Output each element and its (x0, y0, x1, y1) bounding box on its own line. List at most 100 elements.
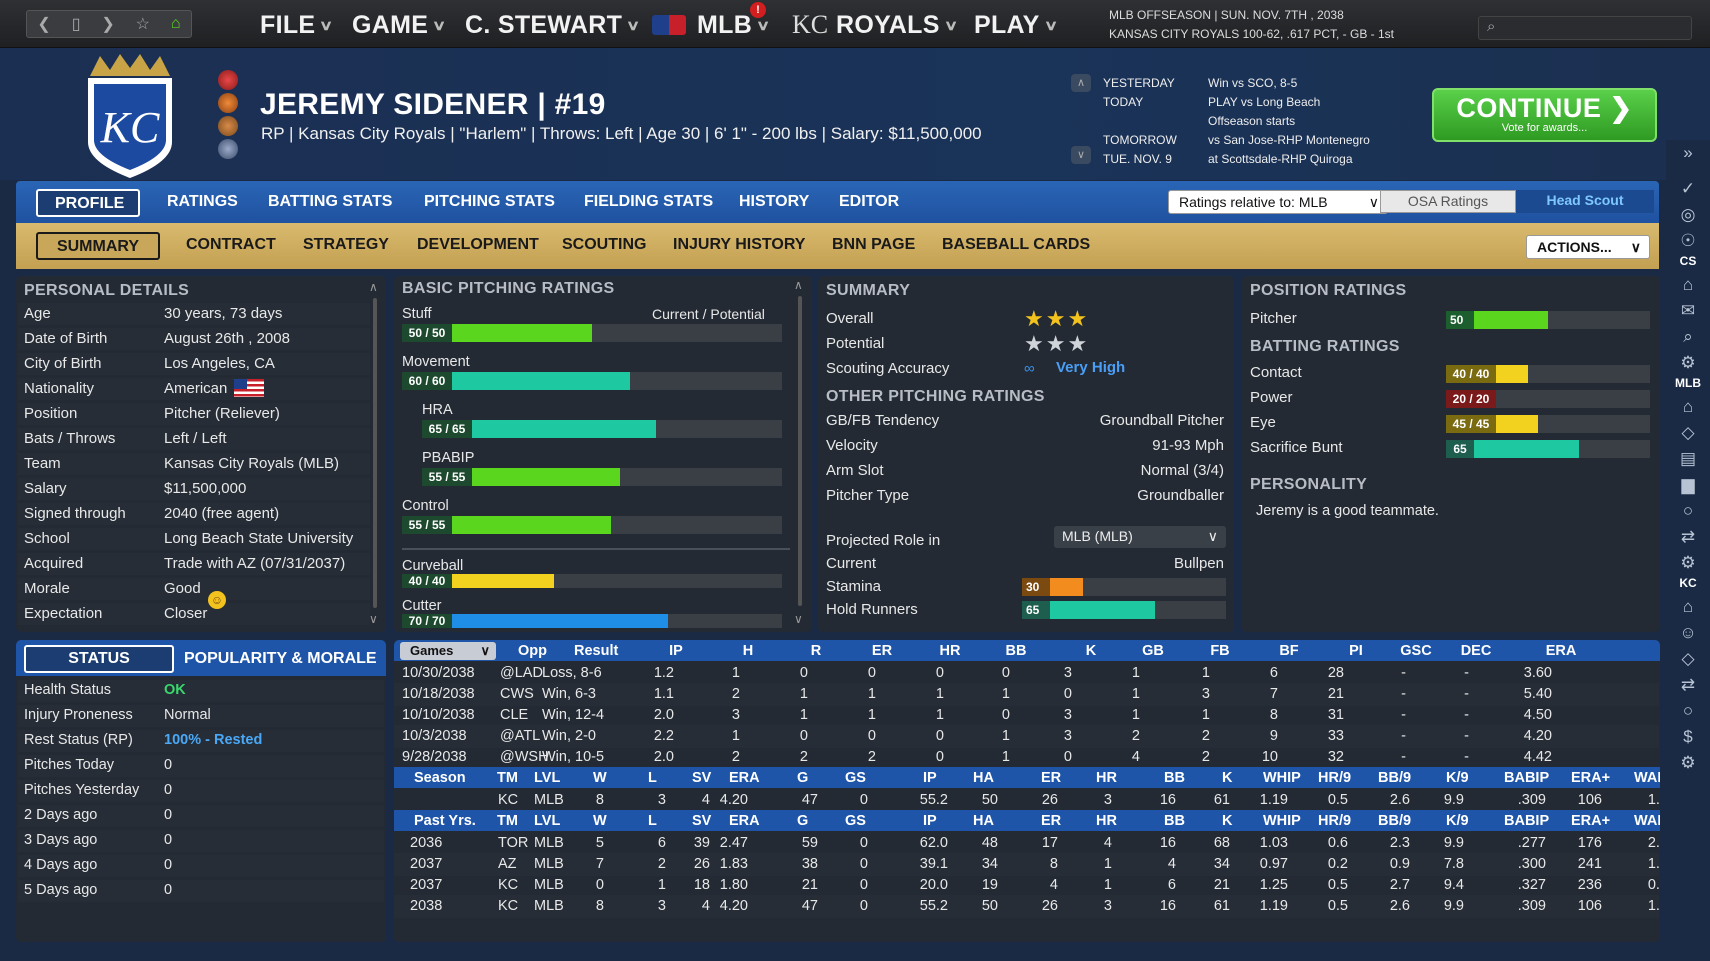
search-input[interactable]: ⌕ (1478, 16, 1692, 40)
tab-status[interactable]: STATUS (24, 645, 174, 673)
ratings-relative-select[interactable]: Ratings relative to: MLB ∨ (1168, 190, 1388, 214)
column-header[interactable]: HA (973, 770, 994, 786)
continue-button[interactable]: CONTINUE ❯ Vote for awards... (1432, 88, 1657, 142)
column-header[interactable]: TM (497, 813, 518, 829)
column-header[interactable]: WAR (1634, 770, 1660, 786)
column-header[interactable]: ERA (1545, 643, 1577, 659)
column-header[interactable]: R (810, 643, 822, 659)
column-header[interactable]: ERA (729, 813, 760, 829)
table-row[interactable]: 2037 AZ MLB 7 2 26 1.83 38 0 39.1 34 8 1 4 34 0.97 0.2 0.… (394, 853, 1660, 876)
tab-contract[interactable]: CONTRACT (186, 236, 276, 253)
column-header[interactable]: W (593, 813, 607, 829)
trade-icon[interactable]: ⇄ (1680, 527, 1696, 546)
games-select[interactable]: Games ∨ (400, 642, 496, 660)
forward-icon[interactable]: ❯ (101, 16, 115, 33)
scroll-up-icon[interactable]: ∧ (369, 280, 378, 294)
chart-icon[interactable]: ▆ (1681, 475, 1695, 494)
column-header[interactable]: K/9 (1446, 813, 1469, 829)
actions-button[interactable]: ACTIONS... ∨ (1526, 235, 1650, 259)
dollar-icon[interactable]: $ (1683, 727, 1693, 746)
table-row[interactable]: 10/10/2038 CLE Win, 12-4 2.0 3 1 1 1 0 3 1 1 8 31- -4.… (394, 704, 1659, 727)
tab-editor[interactable]: EDITOR (839, 193, 900, 210)
column-header[interactable]: BB (1164, 813, 1185, 829)
menu-manager[interactable]: C. STEWART ∨ (465, 10, 640, 40)
column-header[interactable]: DEC (1460, 643, 1492, 659)
column-header[interactable]: IP (923, 770, 937, 786)
column-header[interactable]: GS (845, 813, 866, 829)
column-header[interactable]: HR (939, 643, 961, 659)
osa-ratings-button[interactable]: OSA Ratings (1380, 190, 1516, 213)
tab-development[interactable]: DEVELOPMENT (417, 236, 539, 253)
column-header[interactable]: K/9 (1446, 770, 1469, 786)
star-icon[interactable]: ☆ (135, 16, 150, 33)
column-header[interactable]: LVL (534, 813, 561, 829)
collapse-icon[interactable]: » (1683, 143, 1693, 162)
table-row[interactable]: 2038 KC MLB 8 3 4 4.20 47 0 55.2 50 26 3 16 61 1.19 0.5 2… (394, 895, 1660, 918)
projected-role-select[interactable]: MLB (MLB) ∨ (1054, 526, 1226, 548)
tab-summary[interactable]: SUMMARY (36, 232, 160, 260)
tab-injury-history[interactable]: INJURY HISTORY (673, 236, 806, 253)
mail-icon[interactable]: ✉ (1680, 301, 1696, 320)
scroll-down-icon[interactable]: ∨ (369, 612, 378, 626)
tab-batting-stats[interactable]: BATTING STATS (268, 193, 393, 210)
check-icon[interactable]: ✓ (1680, 179, 1696, 198)
column-header[interactable]: BB/9 (1378, 813, 1412, 829)
column-header[interactable]: GB (1142, 643, 1164, 659)
table-row[interactable]: 2036 TOR MLB 5 6 39 2.47 59 0 62.0 48 17 4 16 68 1.03 0.… (394, 832, 1660, 855)
column-header[interactable]: L (648, 813, 657, 829)
back-icon[interactable]: ❮ (37, 16, 51, 33)
people-icon[interactable]: ☺ (1679, 623, 1697, 642)
bulb-icon[interactable]: ☉ (1680, 231, 1696, 250)
column-header[interactable]: ERA (729, 770, 760, 786)
globe-icon[interactable]: ◎ (1680, 205, 1696, 224)
column-header[interactable]: BB (1164, 770, 1185, 786)
diamond-icon[interactable]: ◇ (1681, 649, 1695, 668)
menu-play[interactable]: PLAY ∨ (974, 10, 1058, 40)
column-header[interactable]: K (1222, 770, 1233, 786)
column-header[interactable]: H (742, 643, 754, 659)
column-header[interactable]: Past Yrs. (414, 813, 476, 829)
menu-game[interactable]: GAME ∨ (352, 10, 446, 40)
scrollbar[interactable] (798, 296, 802, 606)
gear-icon[interactable]: ⚙ (1680, 553, 1696, 572)
diamond-icon[interactable]: ◇ (1681, 423, 1695, 442)
home-icon[interactable]: ⌂ (1682, 275, 1694, 294)
column-header[interactable]: GS (845, 770, 866, 786)
column-header[interactable]: ER (871, 643, 893, 659)
column-header[interactable]: IP (669, 643, 683, 659)
column-header[interactable]: L (648, 770, 657, 786)
column-header[interactable]: ERA+ (1571, 770, 1611, 786)
tab-scouting[interactable]: SCOUTING (562, 236, 647, 253)
scroll-up-icon[interactable]: ∧ (794, 278, 803, 292)
column-header[interactable]: W (593, 770, 607, 786)
scroll-down-icon[interactable]: ∨ (794, 612, 803, 626)
table-row[interactable]: KC MLB 8 3 4 4.20 47 0 55.2 50 26 3 16 61 1.19 0.5 2.6 9.… (394, 789, 1660, 812)
gear-icon[interactable]: ⚙ (1680, 353, 1696, 372)
baseball-icon[interactable]: ○ (1682, 501, 1694, 520)
tab-baseball-cards[interactable]: BASEBALL CARDS (942, 236, 1091, 253)
tab-bnn-page[interactable]: BNN PAGE (832, 236, 916, 253)
table-row[interactable]: 10/3/2038 @ATL Win, 2-0 2.2 1 0 0 0 1 3 2 2 9 33 - - 4.2… (394, 725, 1659, 748)
column-header[interactable]: BABIP (1504, 770, 1550, 786)
column-header[interactable]: K (1222, 813, 1233, 829)
tab-popularity-morale[interactable]: POPULARITY & MORALE (184, 650, 377, 667)
news-icon[interactable]: ▤ (1679, 449, 1697, 468)
tab-fielding-stats[interactable]: FIELDING STATS (584, 193, 714, 210)
column-header[interactable]: BABIP (1504, 813, 1550, 829)
column-header[interactable]: HR/9 (1318, 813, 1352, 829)
home-icon[interactable]: ⌂ (1682, 597, 1694, 616)
gear-icon[interactable]: ⚙ (1680, 753, 1696, 772)
column-header[interactable]: K (1085, 643, 1097, 659)
column-header[interactable]: GSC (1400, 643, 1432, 659)
baseball-icon[interactable]: ○ (1682, 701, 1694, 720)
column-header[interactable]: WHIP (1263, 770, 1301, 786)
column-header[interactable]: TM (497, 770, 518, 786)
column-header[interactable]: ER (1041, 770, 1062, 786)
column-header[interactable]: BB/9 (1378, 770, 1412, 786)
column-header[interactable]: BF (1279, 643, 1299, 659)
column-header[interactable]: G (797, 770, 809, 786)
scrollbar[interactable] (373, 298, 377, 608)
head-scout-button[interactable]: Head Scout (1516, 190, 1654, 213)
menu-mlb[interactable]: MLB ∨ (697, 10, 770, 40)
column-header[interactable]: IP (923, 813, 937, 829)
